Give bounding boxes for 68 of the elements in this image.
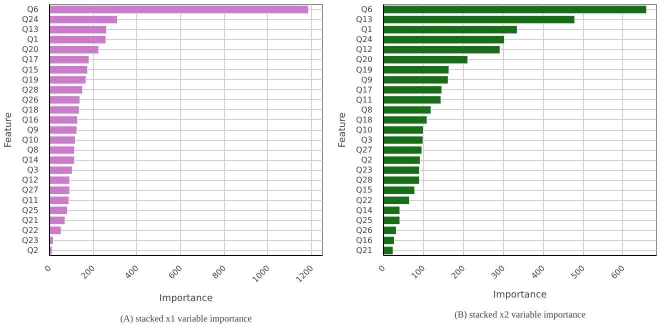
y-tick-label: Q8 bbox=[27, 146, 39, 155]
y-tick-label: Q17 bbox=[22, 55, 39, 64]
y-tick-label: Q13 bbox=[22, 25, 39, 34]
text: (B) stacked x2 variable importance bbox=[454, 310, 586, 320]
x-tick-label: 400 bbox=[530, 264, 547, 281]
x-tick-label: 0 bbox=[43, 264, 54, 274]
y-tick-label: Q27 bbox=[356, 146, 373, 155]
y-tick-label: Q24 bbox=[356, 35, 373, 44]
y-tick-label: Q10 bbox=[356, 126, 373, 134]
y-tick-label: Q19 bbox=[22, 75, 39, 84]
y-tick-label: Q27 bbox=[22, 186, 39, 195]
y-tick-label: Q26 bbox=[22, 95, 39, 104]
y-tick-label: Q3 bbox=[27, 166, 39, 175]
y-tick-label: Q13 bbox=[356, 15, 373, 24]
y-tick-label: Q20 bbox=[22, 45, 39, 54]
y-tick-label: Q11 bbox=[22, 196, 39, 205]
y-tick-label: Q21 bbox=[22, 216, 39, 225]
x-tick-label: 200 bbox=[450, 264, 467, 281]
y-tick-label: Q6 bbox=[27, 5, 39, 14]
y-tick-label: Q16 bbox=[22, 115, 39, 124]
y-tick-label: Q17 bbox=[356, 85, 373, 94]
x-tick-label: 100 bbox=[410, 264, 427, 281]
x-tick-label: 400 bbox=[123, 264, 140, 281]
y-tick-label: Q18 bbox=[356, 115, 373, 124]
x-tick-label: 600 bbox=[609, 264, 627, 281]
x-axis-title: Importance bbox=[493, 290, 547, 301]
text: (A) stacked x1 variable importance bbox=[120, 314, 252, 324]
y-tick-label: Q14 bbox=[22, 156, 39, 165]
y-axis-title: Feature bbox=[337, 112, 348, 148]
x-tick-label: 800 bbox=[210, 264, 228, 281]
y-tick-label: Q22 bbox=[356, 196, 373, 205]
x-axis-title: Importance bbox=[159, 293, 213, 304]
x-tick-label: 300 bbox=[490, 264, 507, 281]
y-tick-label: Q14 bbox=[356, 206, 373, 215]
y-tick-label: Q9 bbox=[361, 75, 373, 84]
x-tick-label: 500 bbox=[569, 264, 587, 281]
y-tick-label: Q1 bbox=[27, 35, 39, 44]
y-tick-label: Q6 bbox=[361, 5, 373, 14]
y-tick-label: Q23 bbox=[22, 236, 39, 245]
y-tick-label: Q9 bbox=[27, 126, 39, 134]
y-tick-label: Q25 bbox=[22, 206, 39, 215]
y-tick-label: Q20 bbox=[356, 55, 373, 64]
y-tick-label: Q21 bbox=[356, 246, 373, 255]
y-tick-label: Q25 bbox=[356, 216, 373, 225]
y-tick-label: Q1 bbox=[361, 25, 373, 34]
y-tick-label: Q28 bbox=[356, 176, 373, 185]
y-tick-label: Q11 bbox=[356, 95, 373, 104]
y-tick-label: Q23 bbox=[356, 166, 373, 175]
y-tick-label: Q3 bbox=[361, 136, 373, 145]
y-tick-label: Q19 bbox=[356, 65, 373, 74]
y-tick-label: Q16 bbox=[356, 236, 373, 245]
y-tick-label: Q12 bbox=[356, 45, 373, 54]
x-tick-label: 200 bbox=[80, 264, 97, 281]
y-tick-label: Q28 bbox=[22, 85, 39, 94]
x-tick-label: 600 bbox=[166, 264, 184, 281]
y-tick-label: Q15 bbox=[22, 65, 39, 74]
y-tick-label: Q26 bbox=[356, 226, 373, 235]
y-tick-label: Q2 bbox=[27, 246, 39, 255]
y-tick-label: Q18 bbox=[22, 105, 39, 114]
y-tick-label: Q10 bbox=[22, 136, 39, 145]
x-tick-label: 0 bbox=[377, 264, 388, 274]
y-tick-label: Q2 bbox=[361, 156, 373, 165]
y-tick-label: Q12 bbox=[22, 176, 39, 185]
y-tick-label: Q24 bbox=[22, 15, 39, 24]
y-tick-label: Q22 bbox=[22, 226, 39, 235]
y-tick-label: Q8 bbox=[361, 105, 373, 114]
y-tick-label: Q15 bbox=[356, 186, 373, 195]
y-axis-title: Feature bbox=[3, 112, 14, 148]
